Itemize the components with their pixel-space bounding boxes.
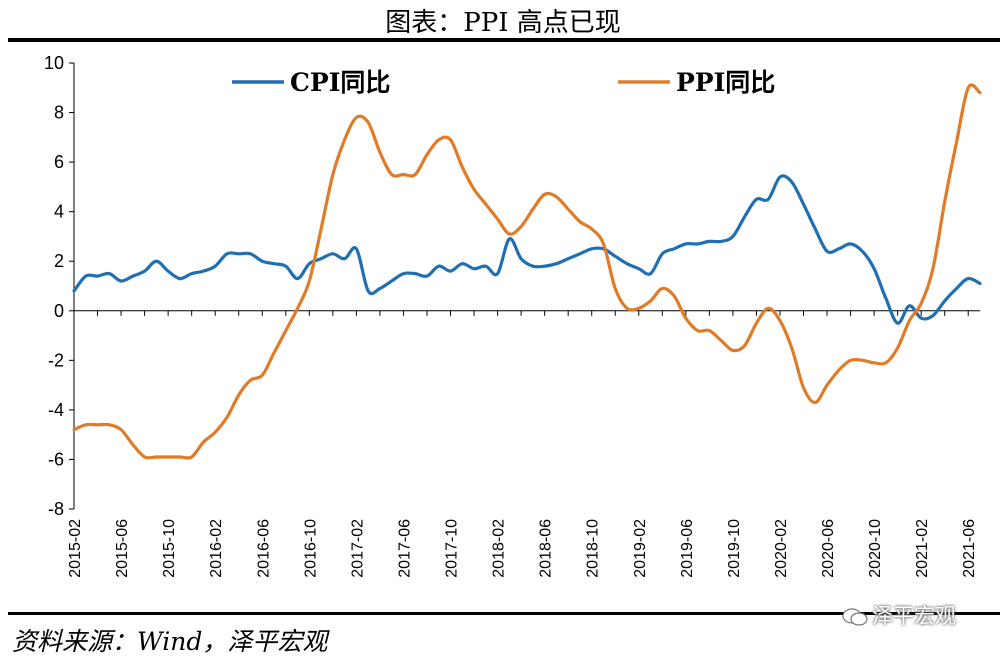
top-rule [8,38,1000,42]
y-tick-label: 2 [54,251,64,271]
watermark: 泽平宏观 [842,600,956,630]
y-tick-label: -8 [48,499,64,519]
x-tick-label: 2018-10 [585,519,602,578]
y-tick-label: 8 [54,103,64,123]
x-tick-label: 2017-06 [396,519,413,578]
x-tick-label: 2019-06 [679,519,696,578]
y-tick-label: -6 [48,449,64,469]
y-tick-label: -2 [48,350,64,370]
y-tick-label: 0 [54,301,64,321]
y-tick-label: -4 [48,400,64,420]
x-tick-label: 2016-10 [302,519,319,578]
x-tick-label: 2019-02 [632,519,649,578]
legend-label-ppi: PPI同比 [676,68,775,97]
x-tick-label: 2020-06 [820,519,837,578]
x-tick-label: 2018-02 [491,519,508,578]
x-tick-label: 2018-06 [538,519,555,578]
x-tick-label: 2021-02 [914,519,931,578]
legend-label-cpi: CPI同比 [290,68,390,97]
x-tick-label: 2015-02 [67,519,84,578]
y-tick-label: 6 [54,152,64,172]
x-tick-label: 2015-10 [161,519,178,578]
series-line-ppi [72,83,982,460]
wechat-icon [842,608,868,626]
x-tick-label: 2015-06 [114,519,131,578]
watermark-text: 泽平宏观 [872,604,956,628]
x-tick-label: 2020-10 [867,519,884,578]
x-tick-label: 2020-02 [773,519,790,578]
series-line-cpi [72,174,982,325]
y-tick-label: 10 [44,53,64,73]
x-tick-label: 2016-06 [255,519,272,578]
x-tick-label: 2019-10 [726,519,743,578]
chart-title: 图表：PPI 高点已现 [385,8,621,38]
bottom-rule [8,612,1000,615]
x-tick-label: 2017-10 [444,519,461,578]
x-tick-label: 2017-02 [349,519,366,578]
x-tick-label: 2016-02 [208,519,225,578]
y-tick-label: 4 [54,202,64,222]
source-note: 资料来源：Wind，泽平宏观 [12,627,328,656]
x-tick-label: 2021-06 [961,519,978,578]
